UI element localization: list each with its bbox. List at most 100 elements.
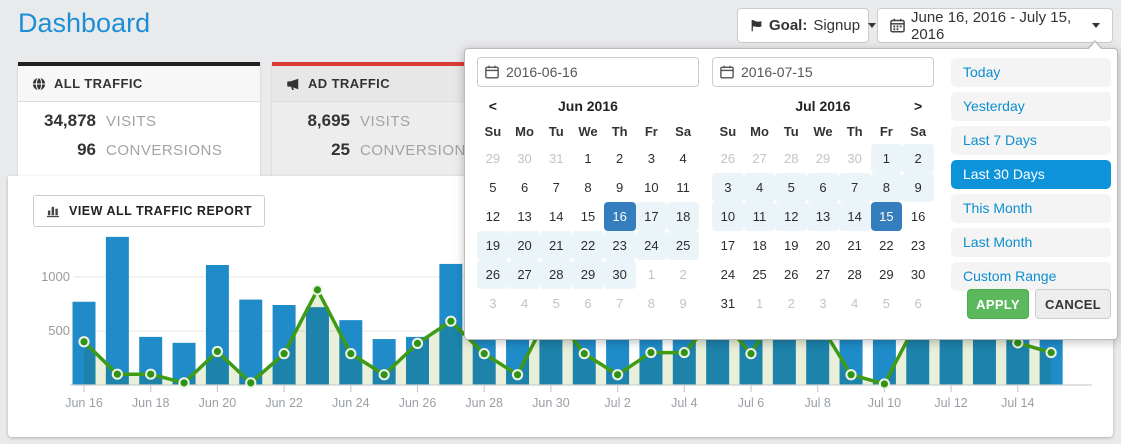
day-cell[interactable]: 21 — [847, 238, 862, 253]
day-cell[interactable]: 27 — [815, 267, 831, 282]
x-axis-label: Jun 26 — [399, 396, 437, 410]
day-cell[interactable]: 23 — [910, 238, 926, 253]
day-cell[interactable]: 10 — [712, 202, 744, 231]
goal-button[interactable]: Goal: Signup — [737, 8, 877, 43]
day-cell[interactable]: 15 — [580, 209, 596, 224]
day-cell[interactable]: 11 — [676, 180, 690, 195]
stat-label: CONVERSIONS — [106, 142, 223, 159]
day-cell[interactable]: 1 — [870, 144, 903, 173]
day-cell: 29 — [485, 151, 501, 166]
day-cell[interactable]: 18 — [667, 202, 699, 231]
day-cell[interactable]: 9 — [902, 173, 934, 202]
day-cell[interactable]: 1 — [584, 151, 592, 166]
day-cell[interactable]: 19 — [477, 231, 509, 260]
day-cell[interactable]: 28 — [540, 260, 573, 289]
range-option-this-month[interactable]: This Month — [951, 194, 1111, 223]
chart-marker — [445, 315, 457, 327]
range-option-today[interactable]: Today — [951, 58, 1111, 87]
selected-day-cell[interactable]: 16 — [603, 202, 636, 231]
day-cell[interactable]: 26 — [784, 267, 799, 282]
day-cell[interactable]: 24 — [635, 231, 668, 260]
range-option-custom-range[interactable]: Custom Range — [951, 262, 1111, 291]
card-all-traffic[interactable]: ALL TRAFFIC 34,878 VISITS 96 CONVERSIONS — [18, 62, 260, 176]
day-cell[interactable]: 21 — [540, 231, 573, 260]
day-cell[interactable]: 24 — [720, 267, 736, 282]
day-name: Mo — [515, 124, 534, 139]
day-cell[interactable]: 31 — [720, 296, 736, 311]
chart-marker — [245, 377, 257, 389]
day-cell[interactable]: 28 — [847, 267, 862, 282]
day-cell[interactable]: 25 — [752, 267, 767, 282]
range-option-last-7-days[interactable]: Last 7 Days — [951, 126, 1111, 155]
day-cell[interactable]: 13 — [517, 209, 532, 224]
day-cell[interactable]: 3 — [712, 173, 744, 202]
day-cell[interactable]: 12 — [485, 209, 501, 224]
x-axis-label: Jul 10 — [868, 396, 901, 410]
cancel-button[interactable]: CANCEL — [1035, 289, 1111, 319]
day-cell[interactable]: 29 — [572, 260, 604, 289]
day-cell[interactable]: 7 — [552, 180, 560, 195]
day-cell[interactable]: 6 — [520, 180, 529, 195]
view-all-traffic-report-button[interactable]: VIEW ALL TRAFFIC REPORT — [33, 195, 266, 227]
x-axis-label: Jun 22 — [265, 396, 303, 410]
chart-marker — [311, 284, 324, 296]
day-cell[interactable]: 20 — [815, 238, 831, 253]
day-cell[interactable]: 14 — [549, 209, 564, 224]
start-date-input[interactable] — [477, 57, 699, 87]
day-cell[interactable]: 4 — [679, 151, 687, 166]
day-cell[interactable]: 2 — [902, 144, 934, 173]
range-option-last-30-days[interactable]: Last 30 Days — [951, 160, 1111, 189]
day-cell[interactable]: 5 — [775, 173, 808, 202]
day-cell[interactable]: 16 — [910, 209, 926, 224]
day-cell[interactable]: 8 — [584, 180, 592, 195]
day-cell: 3 — [489, 296, 497, 311]
calendar-icon — [720, 65, 734, 84]
day-cell[interactable]: 10 — [644, 180, 659, 195]
caret-down-icon — [1092, 23, 1100, 28]
day-cell[interactable]: 20 — [508, 231, 541, 260]
chart-marker — [878, 378, 891, 390]
day-cell[interactable]: 25 — [667, 231, 699, 260]
day-cell[interactable]: 23 — [603, 231, 636, 260]
day-cell[interactable]: 12 — [775, 202, 808, 231]
day-cell[interactable]: 14 — [838, 202, 871, 231]
apply-button[interactable]: APPLY — [967, 289, 1029, 319]
range-option-last-month[interactable]: Last Month — [951, 228, 1111, 257]
day-cell[interactable]: 2 — [616, 151, 624, 166]
stat-row: 34,878 VISITS — [32, 111, 260, 131]
day-cell[interactable]: 30 — [910, 267, 926, 282]
day-cell[interactable]: 19 — [784, 238, 799, 253]
x-axis-label: Jul 14 — [1001, 396, 1034, 410]
day-name: Th — [846, 124, 863, 139]
range-option-yesterday[interactable]: Yesterday — [951, 92, 1111, 121]
day-cell[interactable]: 18 — [752, 238, 767, 253]
day-cell[interactable]: 5 — [489, 180, 497, 195]
next-month-button[interactable]: > — [914, 98, 923, 114]
day-cell[interactable]: 22 — [879, 238, 894, 253]
day-cell[interactable]: 17 — [720, 238, 736, 253]
end-date-input[interactable] — [712, 57, 934, 87]
day-cell[interactable]: 17 — [635, 202, 668, 231]
day-cell[interactable]: 7 — [838, 173, 871, 202]
day-cell[interactable]: 27 — [508, 260, 541, 289]
day-cell: 9 — [679, 296, 687, 311]
selected-day-cell[interactable]: 15 — [870, 202, 903, 231]
day-cell[interactable]: 8 — [870, 173, 903, 202]
date-range-button[interactable]: June 16, 2016 - July 15, 2016 — [877, 8, 1113, 43]
day-cell[interactable]: 30 — [603, 260, 636, 289]
day-cell: 1 — [755, 296, 764, 311]
day-cell[interactable]: 3 — [647, 151, 655, 166]
day-cell[interactable]: 26 — [477, 260, 509, 289]
day-cell[interactable]: 29 — [879, 267, 894, 282]
prev-month-button[interactable]: < — [488, 98, 497, 114]
flag-icon — [750, 19, 763, 32]
day-cell[interactable]: 11 — [743, 202, 776, 231]
day-cell[interactable]: 9 — [616, 180, 624, 195]
day-cell[interactable]: 6 — [807, 173, 839, 202]
chart-marker — [511, 369, 524, 381]
day-cell: 31 — [549, 151, 564, 166]
day-cell[interactable]: 4 — [743, 173, 776, 202]
day-cell[interactable]: 22 — [572, 231, 604, 260]
calendar-june: < Jun 2016 Su Mo Tu We Th Fr Sa 29 30 31 1 2 3 4 5 6 7 8 9 10… — [477, 93, 699, 318]
day-cell[interactable]: 13 — [807, 202, 839, 231]
